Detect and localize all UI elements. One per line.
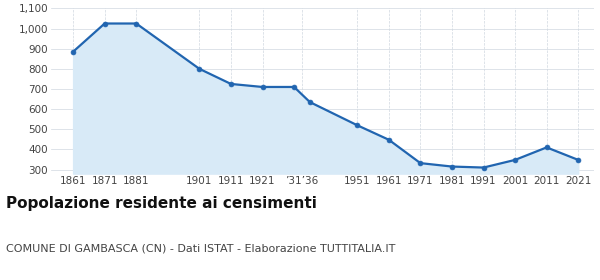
Text: Popolazione residente ai censimenti: Popolazione residente ai censimenti [6,196,317,211]
Text: COMUNE DI GAMBASCA (CN) - Dati ISTAT - Elaborazione TUTTITALIA.IT: COMUNE DI GAMBASCA (CN) - Dati ISTAT - E… [6,244,395,254]
